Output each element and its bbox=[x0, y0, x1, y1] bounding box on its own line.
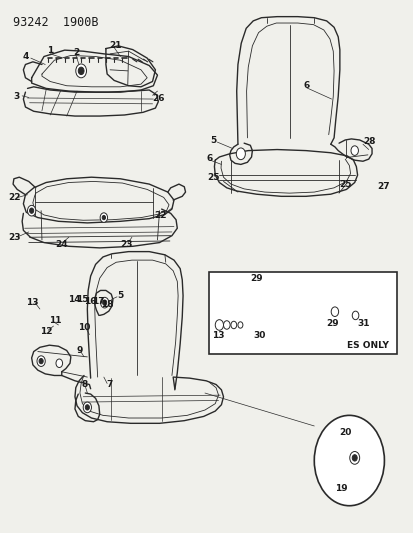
Text: 30: 30 bbox=[253, 331, 265, 340]
Text: ES ONLY: ES ONLY bbox=[347, 342, 388, 351]
Circle shape bbox=[85, 405, 89, 410]
Circle shape bbox=[102, 215, 105, 220]
Text: 5: 5 bbox=[209, 136, 216, 145]
Circle shape bbox=[100, 213, 107, 222]
Text: 22: 22 bbox=[8, 193, 21, 202]
Text: 21: 21 bbox=[109, 41, 122, 50]
Circle shape bbox=[39, 359, 43, 364]
Text: 23: 23 bbox=[120, 240, 133, 249]
Text: 20: 20 bbox=[338, 429, 351, 438]
Text: 10: 10 bbox=[78, 323, 90, 332]
Circle shape bbox=[223, 321, 230, 329]
Circle shape bbox=[237, 322, 242, 328]
Circle shape bbox=[100, 297, 109, 308]
Text: 6: 6 bbox=[206, 154, 212, 163]
Text: 25: 25 bbox=[338, 180, 351, 189]
Text: 29: 29 bbox=[250, 274, 262, 283]
Circle shape bbox=[351, 455, 356, 461]
Text: 14: 14 bbox=[67, 295, 80, 304]
Text: 3: 3 bbox=[13, 92, 19, 101]
Text: 2: 2 bbox=[73, 48, 79, 56]
Circle shape bbox=[215, 320, 223, 330]
Circle shape bbox=[78, 67, 84, 75]
Text: 7: 7 bbox=[106, 380, 112, 389]
Circle shape bbox=[350, 146, 358, 156]
Text: 25: 25 bbox=[206, 173, 219, 182]
Circle shape bbox=[37, 356, 45, 367]
Circle shape bbox=[76, 64, 86, 78]
Text: 8: 8 bbox=[81, 380, 87, 389]
Text: 1: 1 bbox=[47, 46, 53, 55]
Text: 18: 18 bbox=[100, 300, 113, 309]
Text: 29: 29 bbox=[325, 319, 338, 328]
Text: 13: 13 bbox=[211, 331, 224, 340]
Circle shape bbox=[27, 205, 36, 216]
Circle shape bbox=[29, 208, 33, 213]
Text: 13: 13 bbox=[26, 298, 39, 307]
Text: 26: 26 bbox=[152, 94, 165, 103]
Text: 22: 22 bbox=[154, 211, 166, 220]
Text: 23: 23 bbox=[8, 233, 21, 242]
Circle shape bbox=[349, 451, 359, 464]
Circle shape bbox=[330, 307, 338, 317]
Text: 19: 19 bbox=[334, 483, 347, 492]
Text: 31: 31 bbox=[357, 319, 369, 328]
Text: 17: 17 bbox=[92, 296, 104, 305]
Text: 11: 11 bbox=[49, 316, 62, 325]
Text: 6: 6 bbox=[302, 81, 309, 90]
Circle shape bbox=[83, 402, 91, 413]
Text: 27: 27 bbox=[376, 182, 389, 191]
Circle shape bbox=[102, 300, 107, 305]
Text: 15: 15 bbox=[76, 295, 88, 304]
Circle shape bbox=[56, 359, 62, 368]
Text: 24: 24 bbox=[55, 240, 68, 249]
Text: 9: 9 bbox=[76, 346, 82, 355]
Circle shape bbox=[236, 148, 245, 160]
Text: 16: 16 bbox=[84, 296, 97, 305]
Text: 12: 12 bbox=[40, 327, 53, 336]
Circle shape bbox=[351, 311, 358, 320]
Circle shape bbox=[230, 321, 236, 329]
Text: 93242  1900B: 93242 1900B bbox=[13, 15, 98, 29]
Bar bbox=[209, 272, 396, 354]
Text: 4: 4 bbox=[22, 52, 28, 61]
Circle shape bbox=[313, 415, 384, 506]
Text: 5: 5 bbox=[117, 290, 123, 300]
Text: 28: 28 bbox=[362, 136, 375, 146]
